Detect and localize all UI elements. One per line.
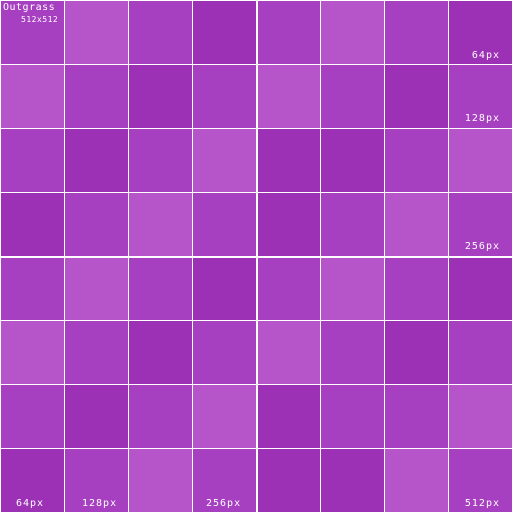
texture-tile bbox=[321, 258, 384, 320]
texture-tile bbox=[65, 65, 128, 128]
size-label: 512x512 bbox=[21, 15, 59, 24]
scale-label-256-bottom: 256px bbox=[206, 498, 242, 509]
texture-tile bbox=[449, 193, 512, 256]
texture-tile bbox=[65, 258, 128, 320]
texture-tile bbox=[385, 1, 448, 64]
texture-tile bbox=[385, 449, 448, 512]
texture-tile bbox=[258, 385, 320, 448]
texture-tile bbox=[129, 1, 192, 64]
texture-tile bbox=[193, 129, 256, 192]
scale-label-512-right: 512px bbox=[464, 498, 500, 509]
texture-tile bbox=[449, 1, 512, 64]
texture-tile bbox=[129, 129, 192, 192]
texture-tile bbox=[258, 321, 320, 384]
texture-tile bbox=[258, 65, 320, 128]
scale-label-128-bottom: 128px bbox=[82, 498, 118, 509]
texture-tile bbox=[321, 449, 384, 512]
texture-tile bbox=[385, 65, 448, 128]
texture-tile bbox=[65, 1, 128, 64]
texture-tile bbox=[129, 449, 192, 512]
texture-tile bbox=[449, 65, 512, 128]
texture-tile bbox=[321, 193, 384, 256]
texture-tile bbox=[65, 385, 128, 448]
texture-tile bbox=[193, 449, 256, 512]
texture-tile bbox=[258, 129, 320, 192]
texture-tile bbox=[321, 321, 384, 384]
texture-tile bbox=[321, 385, 384, 448]
texture-tile bbox=[129, 65, 192, 128]
texture-tile bbox=[193, 385, 256, 448]
texture-tile bbox=[449, 321, 512, 384]
texture-tile bbox=[321, 1, 384, 64]
texture-tile bbox=[1, 385, 64, 448]
texture-tile bbox=[258, 258, 320, 320]
texture-tile bbox=[258, 1, 320, 64]
texture-tile bbox=[65, 129, 128, 192]
texture-tile bbox=[129, 321, 192, 384]
texture-tile bbox=[258, 193, 320, 256]
texture-tile bbox=[129, 193, 192, 256]
texture-tile bbox=[1, 1, 64, 64]
texture-tile bbox=[449, 129, 512, 192]
scale-label-64-bottom: 64px bbox=[16, 498, 45, 509]
texture-tile bbox=[385, 193, 448, 256]
texture-tile bbox=[193, 65, 256, 128]
texture-tile bbox=[1, 258, 64, 320]
brand-label: Outgrass bbox=[3, 2, 56, 13]
texture-tile bbox=[385, 385, 448, 448]
texture-tile bbox=[193, 193, 256, 256]
texture-tile bbox=[193, 1, 256, 64]
texture-tile bbox=[1, 193, 64, 256]
texture-tile bbox=[129, 258, 192, 320]
scale-label-256-right: 256px bbox=[464, 241, 500, 252]
texture-tile bbox=[129, 385, 192, 448]
texture-tile bbox=[65, 193, 128, 256]
texture-tile bbox=[385, 321, 448, 384]
texture-tile bbox=[449, 449, 512, 512]
texture-tile bbox=[193, 321, 256, 384]
texture-tile bbox=[1, 321, 64, 384]
texture-tile bbox=[449, 258, 512, 320]
texture-tile bbox=[258, 449, 320, 512]
texture-tile bbox=[385, 258, 448, 320]
texture-tile bbox=[1, 129, 64, 192]
texture-tile bbox=[1, 65, 64, 128]
texture-tile bbox=[321, 129, 384, 192]
texture-tile bbox=[193, 258, 256, 320]
texture-tile bbox=[449, 385, 512, 448]
texture-tile bbox=[65, 449, 128, 512]
texture-tile bbox=[321, 65, 384, 128]
texture-tile bbox=[385, 129, 448, 192]
texture-tile bbox=[65, 321, 128, 384]
scale-label-64-right: 64px bbox=[471, 50, 500, 61]
texture-tile bbox=[1, 449, 64, 512]
scale-label-128-right: 128px bbox=[464, 113, 500, 124]
